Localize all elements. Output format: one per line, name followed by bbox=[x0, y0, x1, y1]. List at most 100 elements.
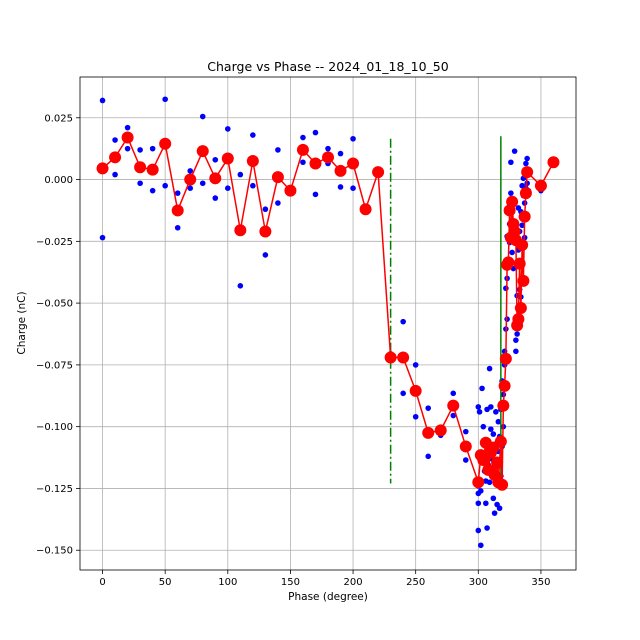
mean-data-point bbox=[372, 166, 385, 179]
x-tick-label: 350 bbox=[531, 577, 550, 588]
y-tick-label: 0.000 bbox=[44, 175, 73, 186]
raw-data-point bbox=[479, 385, 485, 392]
raw-data-point bbox=[174, 190, 181, 196]
raw-data-point bbox=[511, 148, 518, 154]
raw-data-point bbox=[99, 234, 106, 241]
mean-data-point bbox=[497, 399, 510, 412]
raw-data-point bbox=[212, 195, 219, 201]
y-tick-label: 0.025 bbox=[44, 113, 73, 124]
raw-data-point bbox=[112, 171, 118, 178]
mean-data-point bbox=[447, 399, 460, 412]
mean-data-point bbox=[506, 195, 519, 208]
mean-data-point bbox=[516, 239, 529, 252]
mean-data-point bbox=[284, 184, 297, 197]
raw-data-point bbox=[523, 160, 529, 167]
mean-data-point bbox=[434, 424, 447, 437]
x-tick-label: 150 bbox=[281, 577, 300, 588]
mean-data-point bbox=[334, 164, 347, 177]
y-tick-label: −0.025 bbox=[36, 237, 73, 248]
mean-data-point bbox=[409, 384, 422, 397]
raw-data-point bbox=[112, 137, 118, 143]
x-axis-label: Phase (degree) bbox=[288, 591, 368, 603]
raw-data-point bbox=[300, 134, 306, 141]
y-tick-label: −0.100 bbox=[36, 422, 73, 433]
mean-data-point bbox=[384, 351, 397, 364]
raw-data-point bbox=[462, 428, 469, 435]
x-tick-label: 300 bbox=[469, 577, 488, 588]
raw-data-point bbox=[224, 185, 231, 192]
raw-data-point bbox=[496, 505, 503, 512]
mean-data-point bbox=[422, 426, 435, 439]
y-axis-label: Charge (nC) bbox=[16, 291, 28, 354]
raw-data-point bbox=[486, 479, 493, 486]
raw-data-point bbox=[312, 129, 319, 136]
raw-data-point bbox=[325, 145, 331, 152]
mean-data-point bbox=[309, 157, 322, 170]
raw-data-point bbox=[162, 96, 168, 103]
raw-data-point bbox=[162, 182, 168, 189]
mean-data-point bbox=[234, 224, 247, 237]
raw-data-point bbox=[478, 488, 484, 494]
mean-data-point bbox=[397, 351, 410, 364]
mean-data-point bbox=[496, 478, 509, 491]
raw-data-point bbox=[312, 191, 319, 198]
mean-data-point bbox=[477, 454, 490, 467]
raw-data-point bbox=[508, 190, 514, 196]
raw-data-point bbox=[412, 362, 419, 368]
mean-data-point bbox=[109, 151, 122, 164]
mean-data-point bbox=[271, 171, 284, 184]
raw-data-point bbox=[337, 150, 344, 157]
raw-data-point bbox=[174, 224, 181, 231]
plot-area: 0 50 100 150 200 250 300 350 0.025 0.000 −0.025 −0.… bbox=[36, 76, 577, 588]
raw-data-point bbox=[475, 500, 482, 507]
x-tick-label: 100 bbox=[218, 577, 237, 588]
mean-data-point bbox=[513, 257, 526, 270]
mean-data-point bbox=[498, 379, 511, 392]
mean-data-point bbox=[521, 166, 534, 179]
raw-data-point bbox=[250, 132, 256, 138]
raw-data-point bbox=[491, 510, 498, 516]
mean-data-point bbox=[547, 156, 560, 169]
raw-data-point bbox=[149, 187, 156, 194]
raw-data-point bbox=[475, 527, 482, 534]
raw-data-point bbox=[475, 404, 482, 410]
mean-data-point bbox=[534, 179, 547, 192]
raw-data-point bbox=[199, 113, 206, 120]
raw-data-point bbox=[262, 252, 269, 258]
raw-data-point bbox=[137, 147, 143, 153]
raw-data-point bbox=[425, 453, 432, 460]
mean-data-point bbox=[514, 302, 527, 315]
x-tick-label: 200 bbox=[344, 577, 363, 588]
mean-data-point bbox=[221, 152, 234, 165]
mean-data-point bbox=[494, 435, 507, 448]
raw-data-point bbox=[124, 124, 131, 131]
raw-data-point bbox=[199, 180, 206, 187]
mean-data-point bbox=[502, 256, 515, 269]
raw-data-point bbox=[300, 159, 306, 166]
raw-data-point bbox=[99, 97, 106, 104]
raw-data-point bbox=[495, 418, 502, 425]
raw-data-point bbox=[450, 412, 457, 419]
raw-data-point bbox=[350, 135, 356, 142]
raw-data-point bbox=[480, 423, 487, 430]
raw-data-point bbox=[488, 404, 494, 410]
raw-data-point bbox=[524, 155, 530, 162]
mean-data-point bbox=[472, 476, 485, 489]
mean-data-point bbox=[171, 204, 184, 217]
raw-data-point bbox=[488, 426, 494, 432]
mean-data-point bbox=[347, 157, 360, 170]
mean-data-point bbox=[517, 274, 530, 287]
raw-data-point bbox=[124, 145, 131, 152]
mean-data-point bbox=[134, 161, 147, 174]
raw-data-point bbox=[490, 495, 497, 502]
y-tick-label: −0.050 bbox=[36, 299, 73, 310]
mean-data-point bbox=[512, 313, 525, 326]
raw-data-point bbox=[400, 390, 406, 397]
raw-data-point bbox=[503, 285, 509, 292]
mean-data-point bbox=[159, 137, 172, 150]
mean-data-point bbox=[322, 151, 334, 164]
raw-data-point bbox=[224, 126, 231, 132]
raw-data-point bbox=[493, 409, 499, 415]
raw-data-point bbox=[262, 206, 269, 213]
